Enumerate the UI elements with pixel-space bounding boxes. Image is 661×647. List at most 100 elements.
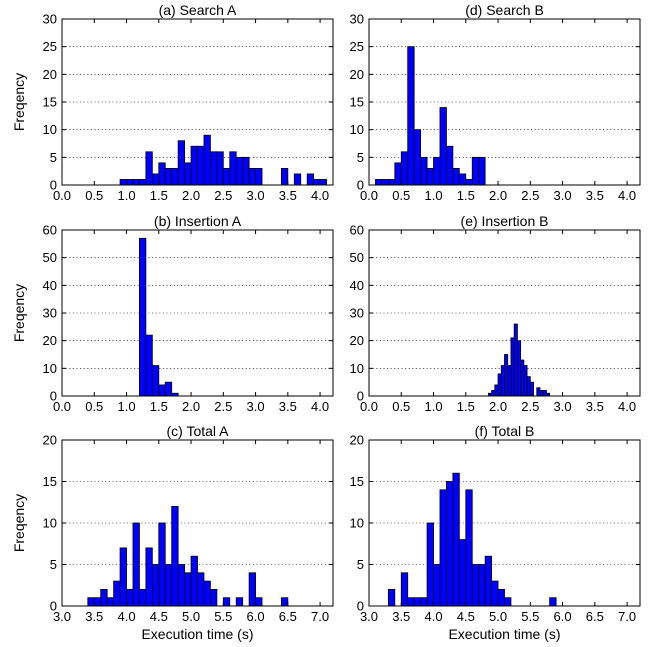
x-tick-label: 6.5 (586, 609, 604, 624)
y-tick-label: 0 (50, 599, 57, 614)
histogram-bar (433, 156, 441, 186)
histogram-bar (139, 589, 147, 607)
y-tick-label: 15 (43, 474, 57, 489)
y-tick-label: 25 (350, 39, 364, 54)
histogram-bar (446, 481, 454, 607)
chart-title: (f) Total B (475, 423, 535, 439)
x-tick-label: 0.5 (392, 399, 410, 414)
y-tick-label: 5 (50, 557, 57, 572)
histogram-bar (100, 589, 108, 607)
histogram-bar (171, 167, 179, 186)
histogram-bar (280, 597, 289, 607)
plot-frame (61, 439, 334, 607)
histogram-bar (145, 547, 153, 607)
x-tick-label: 0.5 (85, 399, 103, 414)
x-tick-label: 1.5 (150, 399, 168, 414)
histogram-bar (413, 129, 422, 186)
x-tick-label: 0.0 (360, 399, 378, 414)
histogram-bar (145, 151, 153, 186)
histogram-bar (197, 572, 205, 607)
y-tick-label: 10 (350, 516, 364, 531)
x-tick-label: 2.5 (214, 188, 232, 203)
histogram-bar (491, 390, 496, 397)
histogram-bar (93, 597, 102, 607)
y-tick-label: 20 (350, 433, 364, 448)
x-tick-label: 1.0 (117, 399, 135, 414)
y-tick-label: 0 (357, 178, 364, 193)
y-tick-label: 20 (43, 333, 57, 348)
histogram-bar (151, 564, 160, 607)
chart-insertion-a: 0 10 20 30 40 50 60 0.0 0.5 1.0 1.5 2.0 2.5 3.0 3.5 4.0… (11, 213, 334, 414)
x-tick-label: 4.5 (457, 609, 475, 624)
y-tick-label: 20 (350, 67, 364, 82)
histogram-bar (319, 179, 327, 186)
histogram-bar (222, 167, 231, 186)
histogram-bar (293, 173, 302, 186)
x-tick-label: 3.5 (279, 399, 297, 414)
y-axis-label: Freqency (11, 494, 27, 552)
histogram-bar (177, 140, 185, 186)
x-tick-label: 0.0 (53, 188, 71, 203)
chart-insertion-b: 0 10 20 30 40 50 60 0.0 0.5 1.0 1.5 2.0 2.5 3.0 3.5 4.0… (350, 213, 641, 414)
y-tick-label: 50 (43, 250, 57, 265)
histogram-bar (484, 555, 492, 607)
x-tick-label: 0.5 (85, 188, 103, 203)
histogram-bar (139, 237, 147, 397)
x-tick-label: 4.0 (117, 609, 135, 624)
chart-total-a: 0 5 10 15 20 3.0 3.5 4.0 4.5 5.0 5.5 6.0 6.5 7.0 (c) T… (11, 423, 334, 642)
histogram-bar (184, 162, 192, 186)
x-tick-label: 3.5 (392, 609, 410, 624)
x-tick-label: 2.5 (521, 399, 539, 414)
y-tick-label: 40 (350, 278, 364, 293)
y-tick-label: 60 (43, 223, 57, 238)
histogram-bar (478, 156, 486, 186)
y-tick-label: 30 (43, 306, 57, 321)
histogram-bar (400, 151, 409, 186)
x-tick-label: 7.0 (311, 609, 329, 624)
histogram-bar (413, 597, 422, 607)
x-tick-label: 5.5 (521, 609, 539, 624)
x-tick-label: 0.5 (392, 188, 410, 203)
x-axis-label: Execution time (s) (141, 626, 253, 642)
x-tick-label: 3.0 (53, 609, 71, 624)
histogram-bar (523, 365, 528, 397)
histogram-bar (126, 589, 134, 607)
y-tick-label: 5 (50, 150, 57, 165)
histogram-bar (478, 564, 486, 607)
histogram-bar (510, 337, 515, 397)
chart-title: (a) Search A (159, 2, 237, 18)
y-tick-label: 15 (350, 474, 364, 489)
histogram-bar (280, 167, 289, 186)
y-tick-label: 10 (350, 122, 364, 137)
histogram-bar (248, 167, 256, 186)
x-tick-label: 3.0 (247, 188, 265, 203)
chart-title: (b) Insertion A (154, 213, 242, 229)
histogram-bar (439, 489, 447, 607)
y-tick-label: 5 (357, 150, 364, 165)
histogram-bar (184, 572, 192, 607)
histogram-bar (222, 597, 231, 607)
histogram-bar (190, 145, 198, 186)
histogram-bar (458, 173, 467, 186)
histogram-bar (132, 179, 140, 186)
histogram-bar (248, 572, 256, 607)
histogram-bar (203, 580, 211, 607)
x-tick-label: 2.0 (489, 399, 507, 414)
x-tick-label: 3.5 (85, 609, 103, 624)
histogram-bar (242, 156, 250, 186)
histogram-bar (507, 365, 512, 397)
x-tick-label: 1.5 (457, 188, 475, 203)
histogram-bar (164, 381, 173, 397)
y-tick-label: 5 (357, 557, 364, 572)
y-tick-label: 40 (43, 278, 57, 293)
histogram-bar (210, 589, 218, 607)
y-axis-label: Freqency (11, 284, 27, 342)
x-tick-label: 7.0 (618, 609, 636, 624)
histogram-bar (452, 167, 460, 186)
x-axis-label: Execution time (s) (448, 626, 560, 642)
histogram-bar (203, 134, 211, 186)
histogram-bar (387, 589, 396, 607)
histogram-bar (113, 580, 121, 607)
histogram-bar (394, 162, 402, 186)
histogram-bar (497, 589, 505, 607)
